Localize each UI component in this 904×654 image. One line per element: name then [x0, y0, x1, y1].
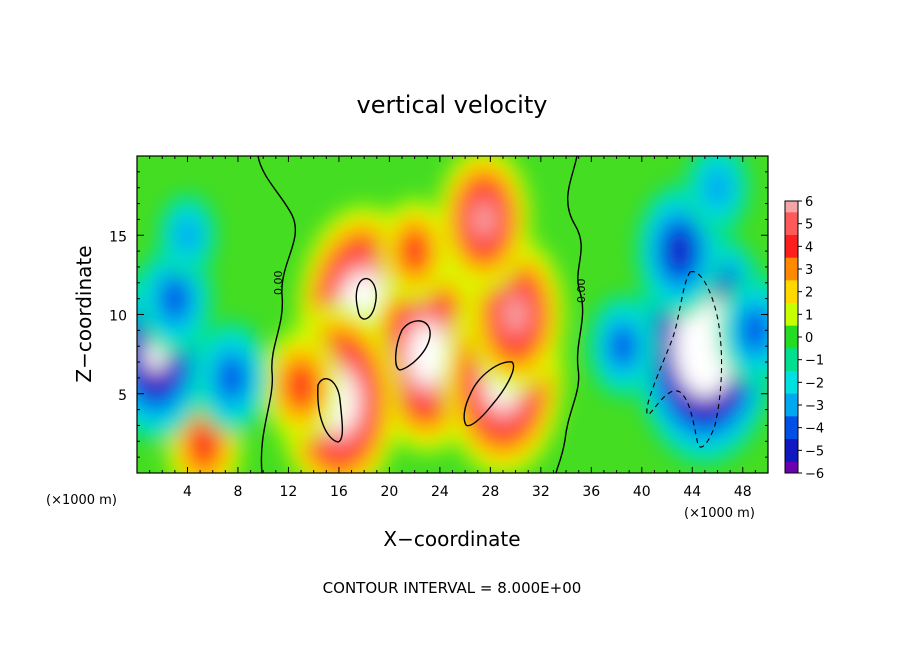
field-feature-17 [717, 273, 768, 388]
x-tick-label: 40 [633, 484, 651, 500]
field-level-4 [402, 233, 427, 269]
colorbar-segment [785, 359, 798, 372]
contour-interval-note: CONTOUR INTERVAL = 8.000E+00 [323, 579, 582, 597]
colorbar-segment [785, 280, 798, 293]
field-level--4 [219, 358, 245, 397]
field-feature-15 [158, 193, 217, 277]
y-axis-label: Z−coordinate [72, 245, 96, 382]
field-level-6 [473, 202, 495, 237]
field-level--10 [694, 329, 716, 364]
colorbar: 6 5 4 3 2 1 0 −1 −2 −3 −4 −5 −6 [784, 195, 824, 482]
field-feature-5 [437, 156, 531, 292]
colorbar-segment [785, 325, 798, 338]
colorbar-segment [785, 405, 798, 417]
zero-contours [257, 156, 723, 473]
field-feature-6 [379, 199, 450, 304]
y-tick-label: 5 [118, 388, 127, 404]
contour-label: 0.00 [272, 271, 285, 296]
colorbar-label: 6 [805, 195, 813, 210]
colorbar-label: −1 [805, 354, 824, 369]
field-level--3 [174, 217, 201, 254]
contour-updraft-east [463, 361, 515, 427]
x-tick-label: 20 [380, 484, 398, 500]
x-tick-label: 24 [431, 484, 449, 500]
x-tick-label: 8 [233, 484, 242, 500]
x-tick-label: 48 [734, 484, 752, 500]
colorbar-segment [785, 291, 798, 304]
colorbar-segment [785, 246, 798, 259]
field-level--4 [742, 311, 768, 350]
field-level--5 [667, 232, 692, 270]
colorbar-segment [785, 303, 798, 315]
field-feature-14 [587, 294, 658, 399]
colorbar-segment [785, 427, 798, 440]
contour-labels: 0.00 0.00 [272, 271, 588, 303]
colorbar-label: −4 [805, 422, 824, 437]
field-level-4 [288, 366, 314, 405]
colorbar-segment [785, 450, 798, 463]
zero-contour-left [257, 156, 297, 473]
contour-updraft-center [395, 320, 431, 371]
field-level--4 [162, 279, 188, 318]
colorbar-label: 5 [805, 218, 813, 233]
colorbar-segment [785, 461, 798, 474]
y-unit-label: (×1000 m) [46, 493, 117, 508]
x-tick-label: 16 [330, 484, 348, 500]
contour-updraft-low [317, 378, 344, 443]
x-tick-label: 36 [582, 484, 600, 500]
x-tick-label: 12 [280, 484, 298, 500]
colorbar-label: 3 [805, 263, 813, 278]
x-axis-label: X−coordinate [383, 527, 520, 551]
x-tick-label: 44 [683, 484, 701, 500]
colorbar-segment [785, 348, 798, 361]
field-level-6 [504, 296, 527, 333]
zero-contour-right [555, 156, 584, 473]
field-feature-13 [193, 320, 270, 435]
colorbar-segment [785, 371, 798, 383]
contour-downdraft [646, 271, 723, 448]
colorbar-segment [785, 314, 798, 327]
y-axis: 5 10 15 [109, 171, 768, 458]
contour-updraft-core [355, 277, 377, 320]
colorbar-segment [785, 382, 798, 395]
x-tick-label: 32 [532, 484, 550, 500]
y-tick-label: 10 [109, 309, 127, 325]
colorbar-segment [785, 416, 798, 429]
colorbar-segment [785, 393, 798, 406]
colorbar-segment [785, 235, 798, 247]
field-level--3 [703, 167, 732, 208]
x-tick-label: 28 [481, 484, 499, 500]
colorbar-segment [785, 212, 798, 225]
colorbar-segment [785, 439, 798, 451]
colorbar-label: −5 [805, 444, 824, 459]
colorbar-label: −2 [805, 376, 824, 391]
field-feature-16 [685, 156, 750, 235]
field-level-4 [191, 425, 217, 464]
contour-label: 0.00 [575, 278, 588, 303]
x-tick-label: 4 [183, 484, 192, 500]
colorbar-label: 2 [805, 286, 813, 301]
colorbar-segment [785, 223, 798, 236]
x-unit-label: (×1000 m) [684, 506, 755, 521]
chart-title: vertical velocity [357, 91, 548, 119]
colorbar-label: 1 [805, 308, 813, 323]
field-level--4 [611, 328, 635, 364]
field-level-8 [416, 336, 438, 372]
plot-area: 0.00 0.00 [137, 156, 768, 473]
colorbar-label: −3 [805, 399, 824, 414]
y-tick-label: 15 [109, 229, 127, 245]
colorbar-label: 0 [805, 331, 813, 346]
velocity-field [137, 156, 768, 473]
x-axis: 4 8 12 16 20 24 28 32 36 40 44 48 [149, 156, 756, 500]
colorbar-label: −6 [805, 467, 824, 482]
colorbar-segment [785, 201, 798, 213]
colorbar-segment [785, 257, 798, 270]
colorbar-segment [785, 269, 798, 281]
colorbar-label: 4 [805, 240, 813, 255]
colorbar-segment [785, 337, 798, 349]
